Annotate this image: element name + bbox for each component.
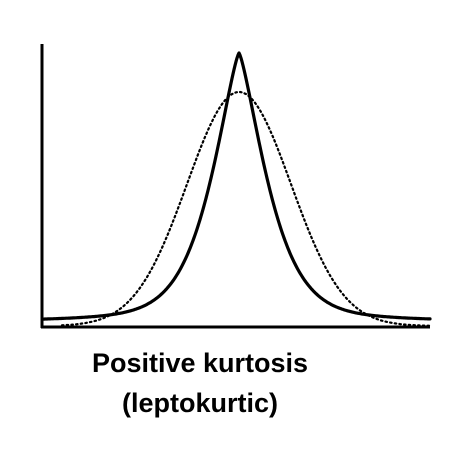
caption-subtitle: (leptokurtic) [121,388,278,418]
caption-title: Positive kurtosis [91,348,309,378]
normal-reference-curve [60,90,432,327]
leptokurtic-curve [42,51,432,321]
